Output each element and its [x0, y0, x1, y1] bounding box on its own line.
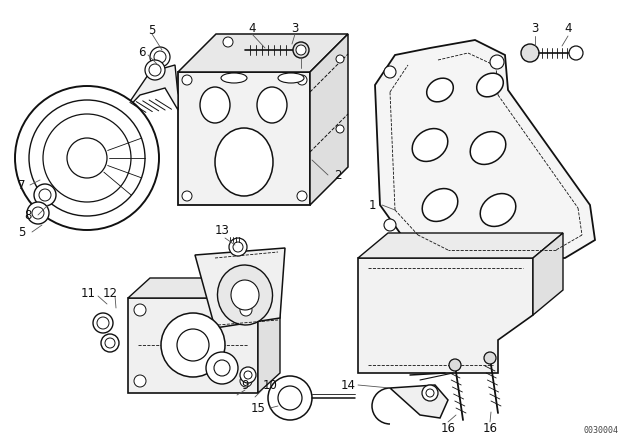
Circle shape [34, 184, 56, 206]
Circle shape [384, 66, 396, 78]
Ellipse shape [470, 132, 506, 164]
Ellipse shape [422, 189, 458, 221]
Circle shape [150, 47, 170, 67]
Circle shape [105, 338, 115, 348]
Polygon shape [358, 258, 533, 373]
Circle shape [268, 376, 312, 420]
Circle shape [206, 352, 238, 384]
Circle shape [182, 75, 192, 85]
Text: 13: 13 [214, 224, 229, 237]
Circle shape [422, 385, 438, 401]
Ellipse shape [278, 73, 304, 83]
Circle shape [240, 304, 252, 316]
Text: 0030004: 0030004 [583, 426, 618, 435]
Ellipse shape [200, 87, 230, 123]
Circle shape [244, 371, 252, 379]
Circle shape [297, 75, 307, 85]
Polygon shape [390, 385, 448, 418]
Circle shape [97, 317, 109, 329]
Text: 7: 7 [19, 178, 26, 191]
Polygon shape [128, 298, 258, 393]
Circle shape [149, 64, 161, 76]
Text: 10: 10 [262, 379, 277, 392]
Circle shape [569, 46, 583, 60]
Polygon shape [533, 233, 563, 315]
Polygon shape [118, 65, 178, 118]
Circle shape [15, 86, 159, 230]
Ellipse shape [215, 128, 273, 196]
Circle shape [39, 189, 51, 201]
Ellipse shape [231, 280, 259, 310]
Circle shape [449, 359, 461, 371]
Polygon shape [310, 34, 348, 205]
Polygon shape [178, 72, 310, 205]
Circle shape [240, 367, 256, 383]
Text: 12: 12 [102, 287, 118, 300]
Circle shape [134, 304, 146, 316]
Circle shape [384, 219, 396, 231]
Ellipse shape [221, 73, 247, 83]
Text: 5: 5 [148, 23, 156, 36]
Ellipse shape [218, 265, 273, 325]
Circle shape [154, 51, 166, 63]
Circle shape [134, 375, 146, 387]
Circle shape [293, 42, 309, 58]
Text: 1: 1 [368, 198, 376, 211]
Circle shape [27, 202, 49, 224]
Text: 4: 4 [248, 22, 256, 34]
Text: 2: 2 [334, 168, 342, 181]
Circle shape [240, 375, 252, 387]
Circle shape [426, 389, 434, 397]
Text: 8: 8 [24, 208, 32, 221]
Text: 6: 6 [138, 46, 146, 59]
Circle shape [297, 191, 307, 201]
Text: 4: 4 [564, 22, 572, 34]
Polygon shape [178, 34, 348, 72]
Circle shape [67, 138, 107, 178]
Circle shape [484, 352, 496, 364]
Circle shape [145, 60, 165, 80]
Text: 16: 16 [440, 422, 456, 435]
Text: 5: 5 [19, 225, 26, 238]
Text: 9: 9 [241, 379, 249, 392]
Text: 14: 14 [340, 379, 355, 392]
Circle shape [336, 125, 344, 133]
Circle shape [229, 238, 247, 256]
Circle shape [101, 334, 119, 352]
Polygon shape [128, 278, 280, 298]
Ellipse shape [477, 73, 503, 97]
Text: 16: 16 [483, 422, 497, 435]
Polygon shape [258, 278, 280, 393]
Circle shape [296, 45, 306, 55]
Circle shape [43, 114, 131, 202]
Circle shape [182, 191, 192, 201]
Circle shape [32, 207, 44, 219]
Circle shape [336, 55, 344, 63]
Circle shape [93, 313, 113, 333]
Circle shape [29, 100, 145, 216]
Text: 3: 3 [291, 22, 299, 34]
Text: 3: 3 [531, 22, 539, 34]
Circle shape [278, 386, 302, 410]
Polygon shape [358, 233, 563, 258]
Ellipse shape [480, 194, 516, 226]
Polygon shape [375, 40, 595, 258]
Ellipse shape [257, 87, 287, 123]
Polygon shape [195, 248, 285, 328]
Circle shape [161, 313, 225, 377]
Circle shape [223, 37, 233, 47]
Circle shape [490, 55, 504, 69]
Text: 15: 15 [251, 401, 266, 414]
Circle shape [233, 242, 243, 252]
Text: 11: 11 [81, 287, 95, 300]
Circle shape [521, 44, 539, 62]
Circle shape [177, 329, 209, 361]
Ellipse shape [427, 78, 453, 102]
Circle shape [214, 360, 230, 376]
Ellipse shape [412, 129, 448, 161]
